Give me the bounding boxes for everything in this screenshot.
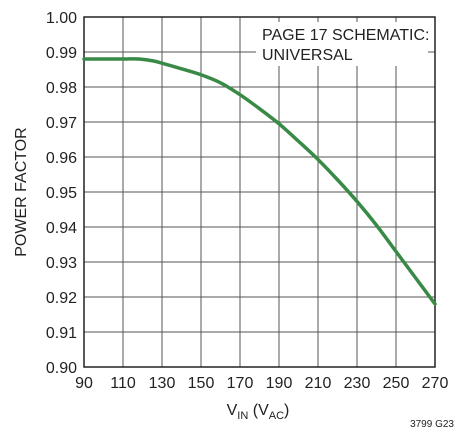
series-line	[82, 57, 437, 306]
annotation-box	[256, 22, 428, 66]
y-tick-label: 0.90	[46, 360, 77, 377]
annotation-line-1: PAGE 17 SCHEMATIC:	[262, 27, 429, 44]
y-tick-label: 0.96	[46, 150, 77, 167]
x-tick-label: 190	[266, 375, 293, 392]
grid-lines	[83, 16, 436, 368]
x-tick-label: 90	[75, 375, 93, 392]
y-tick-label: 1.00	[46, 10, 77, 27]
plot-frame	[83, 16, 436, 368]
y-tick-label: 0.98	[46, 80, 77, 97]
y-tick-label: 0.94	[46, 220, 77, 237]
x-tick-label: 150	[188, 375, 215, 392]
x-tick-labels: 90 110 130 150 170 190 210 230 250 270	[75, 375, 448, 392]
y-tick-label: 0.99	[46, 45, 77, 62]
x-tick-label: 270	[422, 375, 449, 392]
x-tick-label: 170	[227, 375, 254, 392]
x-tick-label: 230	[344, 375, 371, 392]
x-axis-title: VIN (VAC)	[227, 402, 290, 422]
x-axis-title-sub2: AC	[269, 410, 284, 422]
y-tick-label: 0.97	[46, 115, 77, 132]
y-tick-label: 0.91	[46, 325, 77, 342]
x-axis-title-sub1: IN	[237, 410, 248, 422]
series-group	[82, 57, 437, 306]
y-tick-labels: 0.90 0.91 0.92 0.93 0.94 0.95 0.96 0.97 0.98 0.99…	[46, 10, 77, 377]
x-axis-title-main: V	[227, 402, 238, 419]
x-tick-label: 130	[149, 375, 176, 392]
x-tick-label: 110	[110, 375, 136, 392]
x-tick-label: 210	[305, 375, 332, 392]
y-tick-label: 0.93	[46, 255, 77, 272]
figure-id: 3799 G23	[410, 419, 454, 430]
y-tick-label: 0.92	[46, 290, 77, 307]
x-axis-title-mid: (V	[248, 402, 269, 419]
x-axis-title-end: )	[284, 402, 289, 419]
x-tick-label: 250	[383, 375, 410, 392]
y-axis-title: POWER FACTOR	[13, 127, 30, 257]
y-tick-label: 0.95	[46, 185, 77, 202]
annotation-line-2: UNIVERSAL	[262, 47, 353, 64]
